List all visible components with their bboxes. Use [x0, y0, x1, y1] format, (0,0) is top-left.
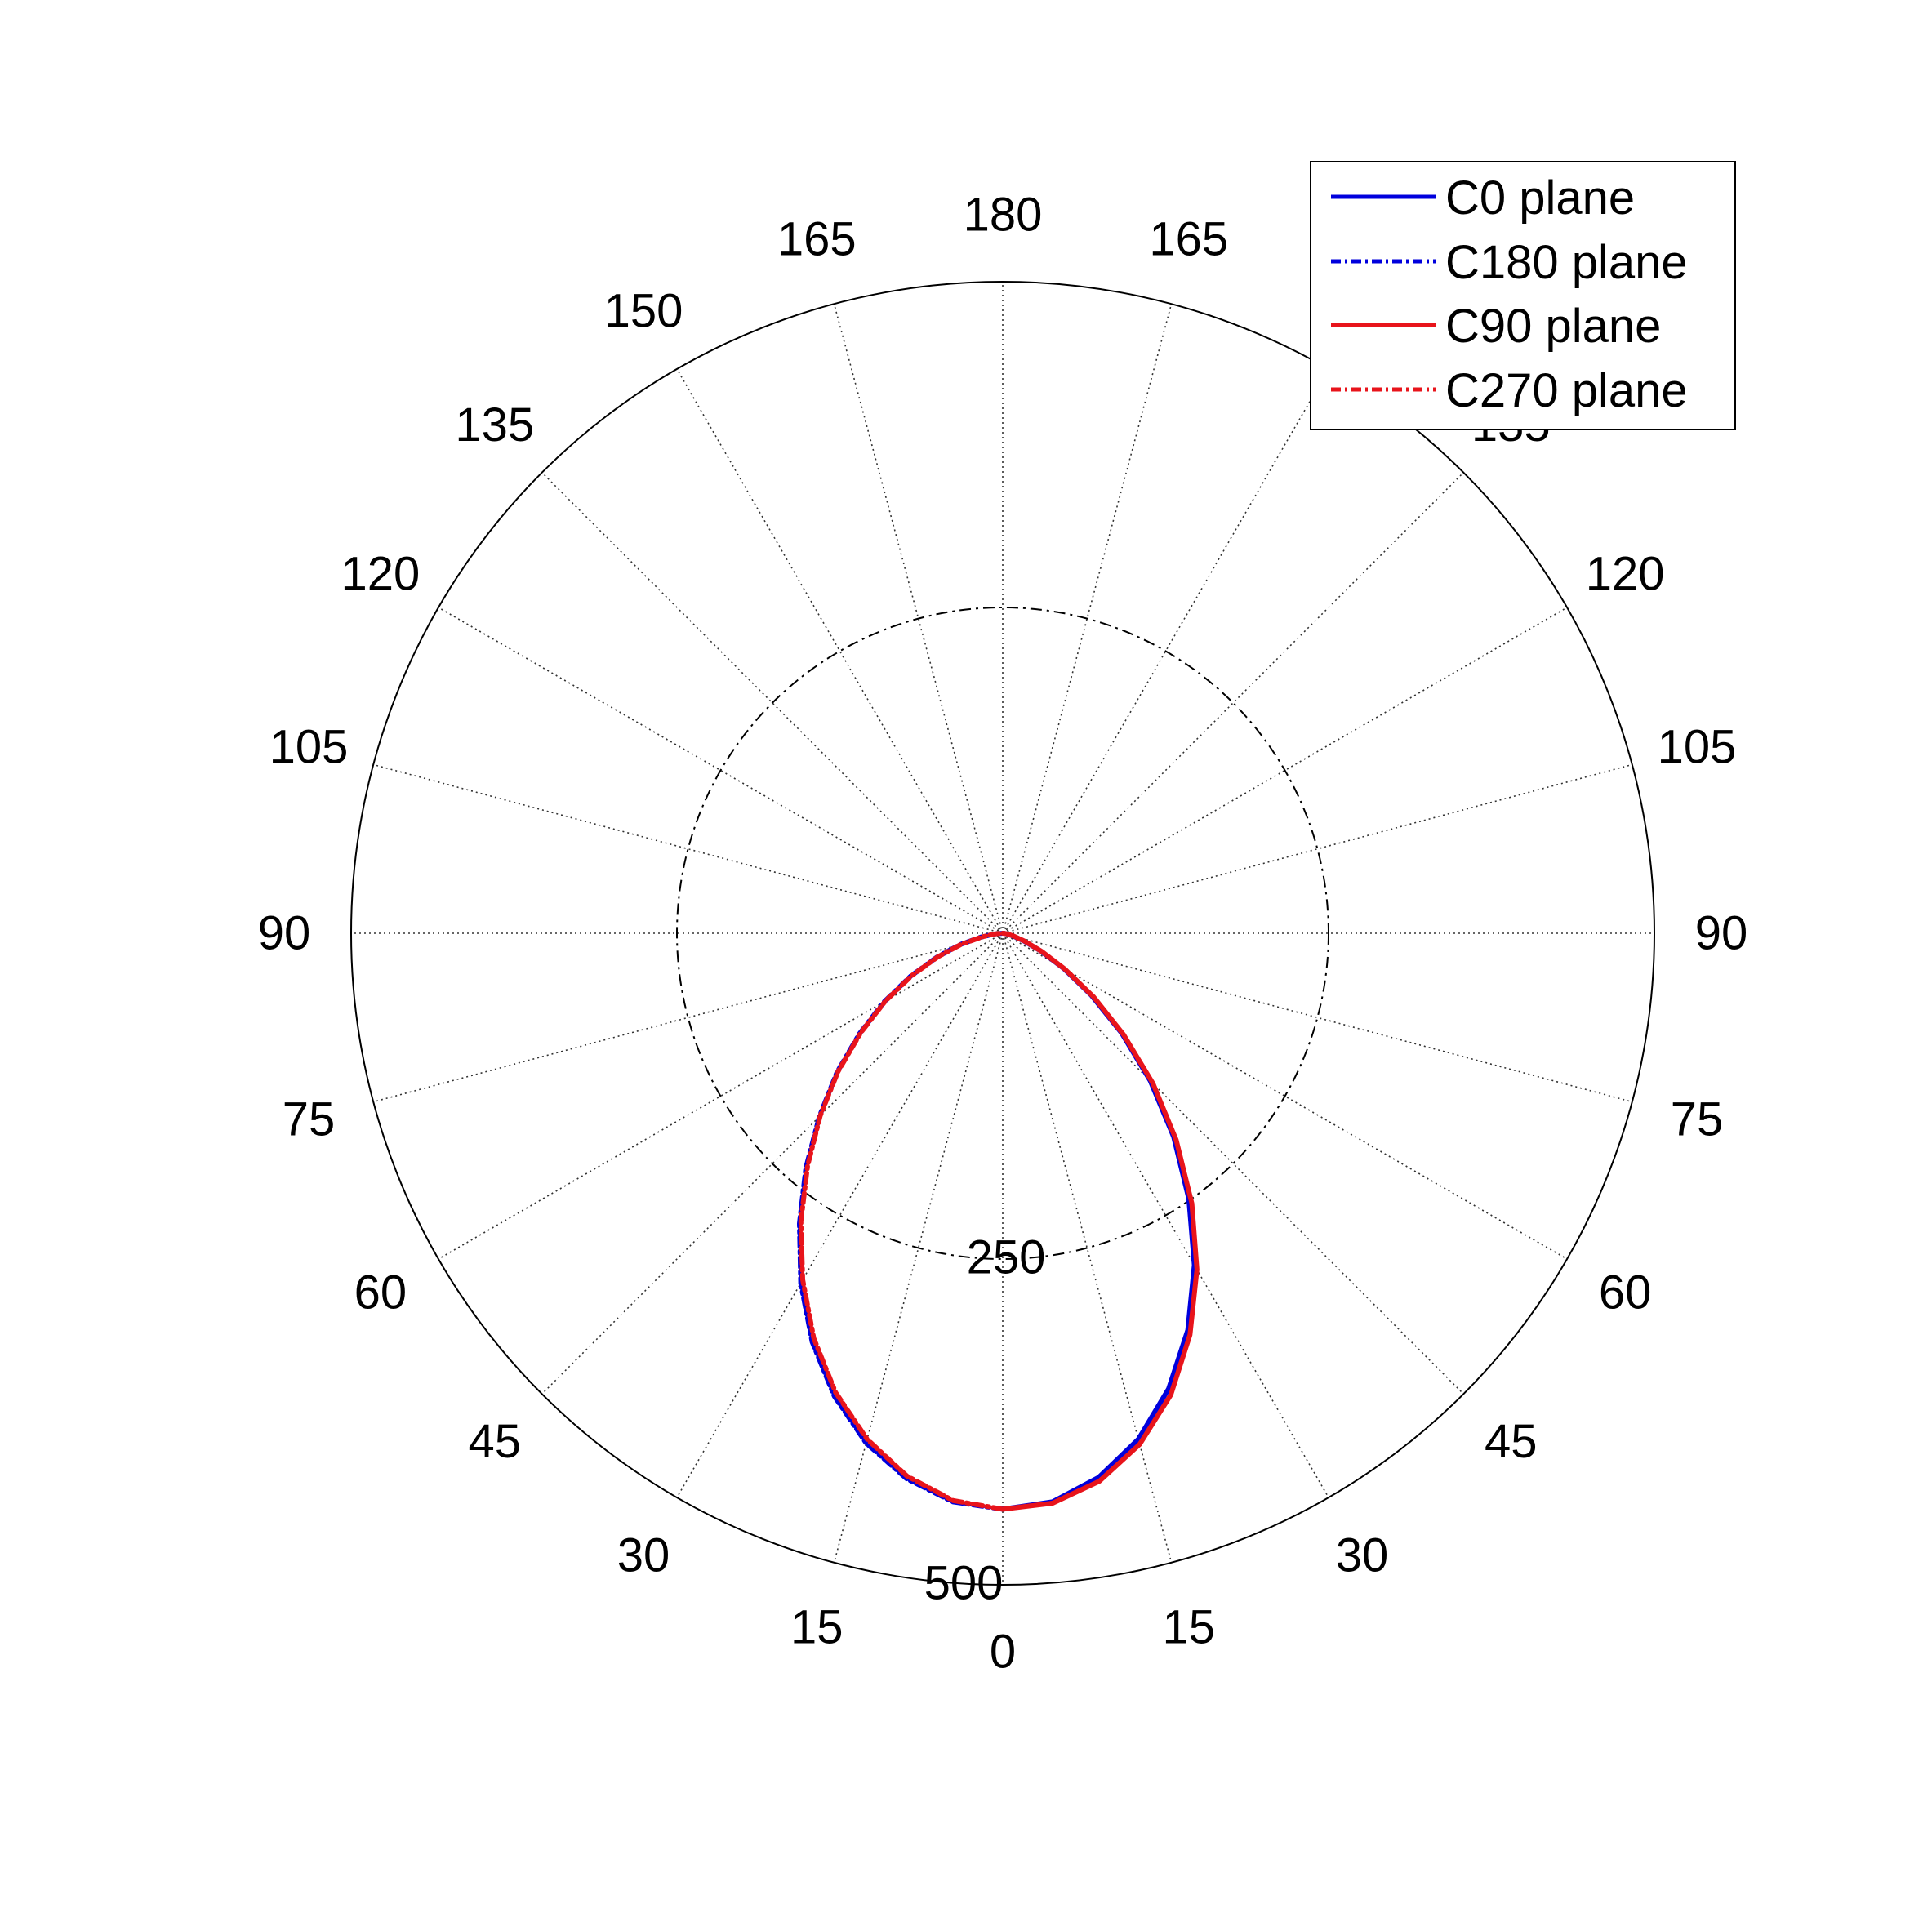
- angle-tick-label: 90: [258, 907, 311, 960]
- polar-grid: [350, 281, 1655, 1586]
- angle-tick-label: 165: [1149, 212, 1228, 265]
- angle-tick-label: 105: [1658, 721, 1737, 774]
- legend: C0 plane C180 plane C90 plane C270 plane: [1310, 161, 1736, 430]
- spoke-line: [1002, 303, 1173, 934]
- radial-tick-labels: 250 500: [924, 1231, 1046, 1610]
- angle-tick-label: 135: [455, 398, 534, 452]
- spoke-line: [1002, 368, 1329, 934]
- spoke-line: [1002, 932, 1173, 1564]
- angle-tick-label: 75: [283, 1092, 336, 1146]
- legend-label-c270: C270 plane: [1445, 364, 1688, 417]
- angle-tick-label: 165: [777, 212, 857, 265]
- spoke-line: [1002, 607, 1568, 934]
- legend-box: [1310, 161, 1736, 430]
- radial-tick-label: 500: [924, 1557, 1004, 1610]
- angle-tick-label: 90: [1695, 907, 1748, 960]
- angle-tick-label: 75: [1671, 1092, 1724, 1146]
- spoke-line: [438, 607, 1004, 934]
- angle-tick-label: 45: [468, 1415, 521, 1468]
- spoke-line: [1002, 472, 1464, 934]
- spoke-line: [676, 932, 1004, 1498]
- angle-tick-label: 45: [1485, 1415, 1538, 1468]
- spoke-line: [833, 303, 1004, 934]
- spoke-line: [438, 932, 1004, 1260]
- angle-tick-label: 105: [269, 721, 349, 774]
- spoke-line: [1002, 932, 1464, 1395]
- angle-tick-label: 150: [604, 284, 683, 337]
- angle-tick-label: 30: [1336, 1529, 1389, 1582]
- angle-tick-label: 120: [1586, 548, 1665, 601]
- spoke-line: [541, 472, 1004, 934]
- spoke-line: [1002, 763, 1633, 934]
- radial-grid-circle: [676, 607, 1329, 1260]
- spoke-line: [372, 763, 1004, 934]
- legend-label-c180: C180 plane: [1445, 236, 1688, 289]
- series-line-c90-plane: [1000, 931, 1200, 1512]
- angle-tick-label: 0: [990, 1626, 1016, 1679]
- spoke-line: [1002, 932, 1329, 1498]
- outer-circle: [350, 281, 1655, 1586]
- angle-tick-label: 15: [1163, 1601, 1216, 1654]
- spoke-line: [541, 932, 1004, 1395]
- spoke-line: [1002, 932, 1633, 1103]
- angle-tick-label: 15: [790, 1601, 844, 1654]
- angle-tick-label: 180: [964, 189, 1043, 242]
- angle-tick-label: 60: [1599, 1266, 1652, 1319]
- legend-label-c0: C0 plane: [1445, 171, 1635, 225]
- legend-label-c90: C90 plane: [1445, 300, 1661, 353]
- radial-tick-label: 250: [967, 1231, 1046, 1284]
- angle-tick-label: 120: [341, 548, 421, 601]
- spoke-line: [676, 368, 1004, 934]
- spoke-line: [833, 932, 1004, 1564]
- angle-tick-label: 60: [354, 1266, 407, 1319]
- spoke-line: [372, 932, 1004, 1103]
- angle-tick-label: 30: [617, 1529, 670, 1582]
- series-line-c270-plane: [798, 931, 1005, 1512]
- series-lines: [797, 931, 1200, 1512]
- spoke-line: [1002, 932, 1568, 1260]
